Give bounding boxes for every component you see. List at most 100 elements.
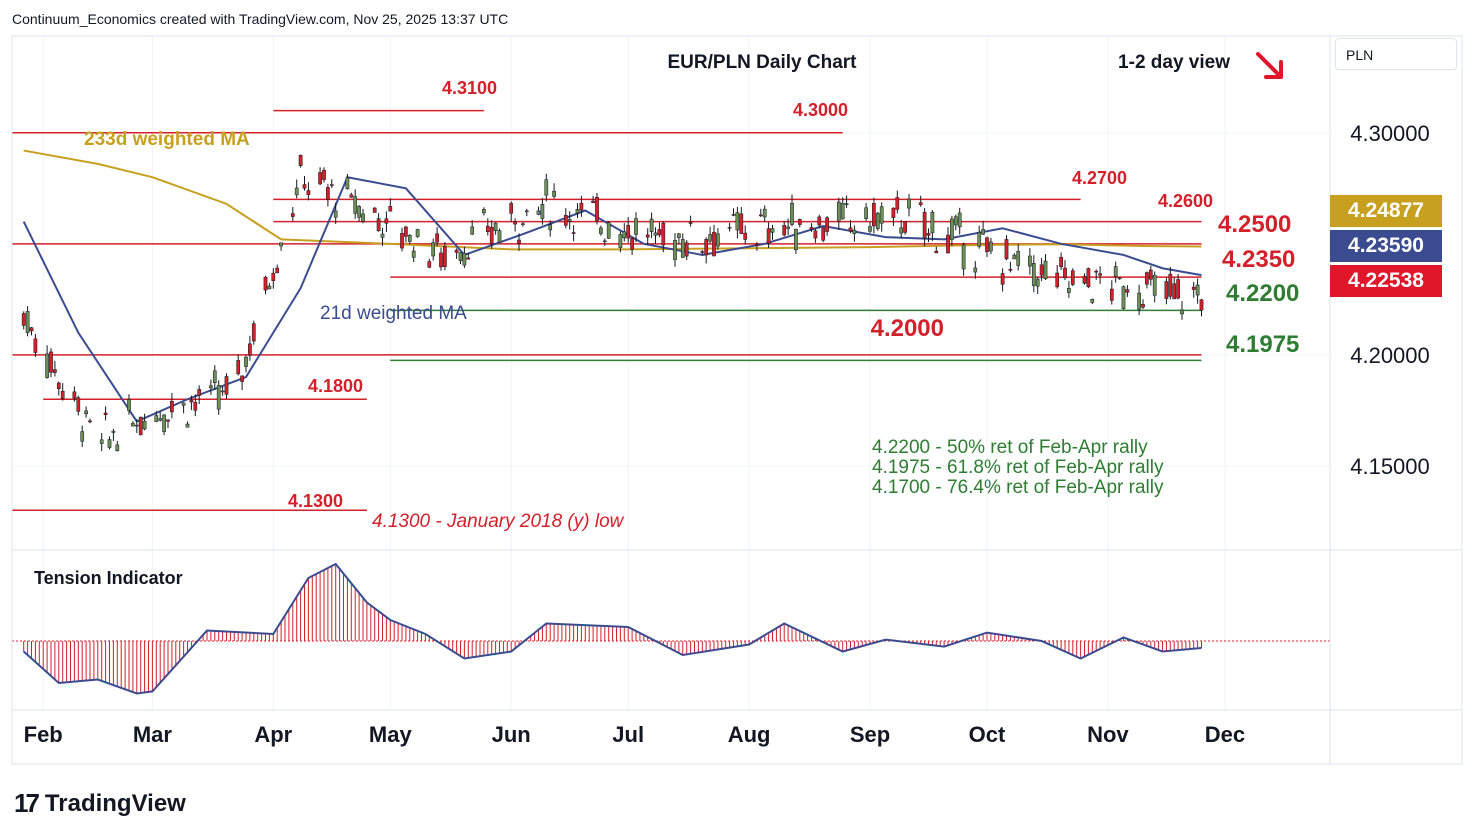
candle-body bbox=[961, 244, 966, 270]
candle-body bbox=[797, 219, 802, 225]
candle-body bbox=[435, 233, 439, 243]
candle-body bbox=[602, 240, 607, 243]
candle-body bbox=[712, 231, 716, 257]
candle-body bbox=[76, 397, 81, 412]
x-tick-label: Jun bbox=[492, 722, 531, 747]
candle-body bbox=[103, 412, 108, 415]
candle-body bbox=[563, 214, 568, 226]
candle-body bbox=[922, 211, 927, 239]
candle-body bbox=[251, 323, 256, 342]
tradingview-logo[interactable]: 17 TradingView bbox=[14, 788, 186, 819]
candle-body bbox=[209, 385, 213, 389]
x-tick-label: Apr bbox=[254, 722, 292, 747]
candle-body bbox=[407, 235, 412, 242]
candle-body bbox=[946, 234, 950, 254]
tension-layer bbox=[12, 562, 1330, 695]
candle-body bbox=[353, 196, 358, 214]
tension-title: Tension Indicator bbox=[34, 568, 183, 588]
y-tick-label: 4.20000 bbox=[1350, 343, 1430, 368]
candle-body bbox=[411, 250, 416, 258]
candle-body bbox=[981, 229, 985, 235]
candle-body bbox=[181, 402, 186, 406]
candle-body bbox=[1000, 273, 1005, 285]
candle-body bbox=[80, 431, 85, 442]
candle-body bbox=[329, 184, 334, 186]
level-label: 4.2700 bbox=[1072, 168, 1127, 188]
candle-body bbox=[825, 217, 829, 232]
candle-body bbox=[634, 218, 638, 235]
candle-body bbox=[875, 212, 880, 229]
candle-body bbox=[649, 218, 654, 232]
candle-body bbox=[212, 370, 217, 383]
candle-body bbox=[53, 369, 57, 373]
candle-body bbox=[626, 224, 631, 239]
candle-body bbox=[466, 257, 471, 260]
ma233-line bbox=[23, 149, 1202, 251]
candle-body bbox=[29, 327, 34, 332]
candle-body bbox=[661, 222, 666, 246]
candle-body bbox=[704, 239, 709, 256]
candle-body bbox=[384, 218, 389, 224]
candle-body bbox=[1168, 273, 1173, 297]
candle-body bbox=[727, 227, 732, 229]
candle-body bbox=[1137, 292, 1141, 310]
candle-body bbox=[680, 239, 685, 258]
candles-layer bbox=[21, 154, 1204, 452]
candle-body bbox=[166, 419, 170, 422]
candle-body bbox=[25, 311, 30, 333]
candle-body bbox=[322, 169, 326, 180]
candle-body bbox=[817, 216, 822, 226]
candle-body bbox=[1152, 274, 1157, 296]
arrow-down-right-icon bbox=[1256, 52, 1283, 79]
candle-body bbox=[131, 423, 135, 427]
annotation-text: 4.1975 - 61.8% ret of Feb-Apr rally bbox=[872, 457, 1164, 478]
candle-body bbox=[1063, 267, 1067, 279]
candle-body bbox=[1121, 286, 1126, 310]
candle-body bbox=[84, 410, 88, 415]
annotation-text: 4.1700 - 76.4% ret of Feb-Apr rally bbox=[872, 477, 1164, 498]
candle-body bbox=[809, 227, 814, 230]
candle-body bbox=[99, 439, 104, 444]
x-tick-label: Aug bbox=[728, 722, 771, 747]
candle-body bbox=[739, 213, 744, 234]
candle-body bbox=[458, 252, 463, 261]
candle-body bbox=[349, 194, 354, 198]
candle-body bbox=[552, 190, 556, 197]
candle-body bbox=[618, 234, 623, 248]
candle-body bbox=[485, 225, 490, 233]
candle-body bbox=[1004, 239, 1009, 260]
level-label: 4.2200 bbox=[1226, 280, 1299, 307]
candle-body bbox=[427, 261, 432, 268]
candle-body bbox=[684, 242, 689, 257]
candle-body bbox=[431, 242, 436, 257]
candle-body bbox=[1145, 272, 1149, 285]
x-tick-label: Nov bbox=[1087, 722, 1129, 747]
candle-body bbox=[1008, 268, 1013, 271]
candle-body bbox=[326, 187, 330, 200]
currency-button[interactable]: PLN bbox=[1335, 38, 1457, 70]
candle-body bbox=[1098, 273, 1102, 276]
candle-body bbox=[216, 384, 221, 410]
candle-body bbox=[524, 210, 529, 213]
candle-body bbox=[1039, 264, 1044, 276]
candle-body bbox=[1090, 298, 1095, 303]
candle-body bbox=[248, 343, 252, 356]
candle-body bbox=[158, 418, 163, 421]
candle-body bbox=[56, 382, 61, 389]
level-label: 4.2600 bbox=[1158, 191, 1213, 211]
candle-body bbox=[1028, 255, 1032, 267]
candle-body bbox=[708, 234, 712, 242]
candle-body bbox=[934, 250, 939, 254]
candle-body bbox=[1180, 309, 1184, 315]
candle-body bbox=[275, 267, 280, 274]
candle-body bbox=[33, 338, 38, 353]
chart-frame bbox=[11, 35, 1463, 765]
candle-body bbox=[973, 267, 978, 273]
candle-body bbox=[595, 196, 599, 221]
candle-body bbox=[1059, 257, 1063, 268]
candle-body bbox=[895, 197, 900, 210]
candle-body bbox=[1043, 260, 1048, 279]
candle-body bbox=[376, 218, 381, 232]
